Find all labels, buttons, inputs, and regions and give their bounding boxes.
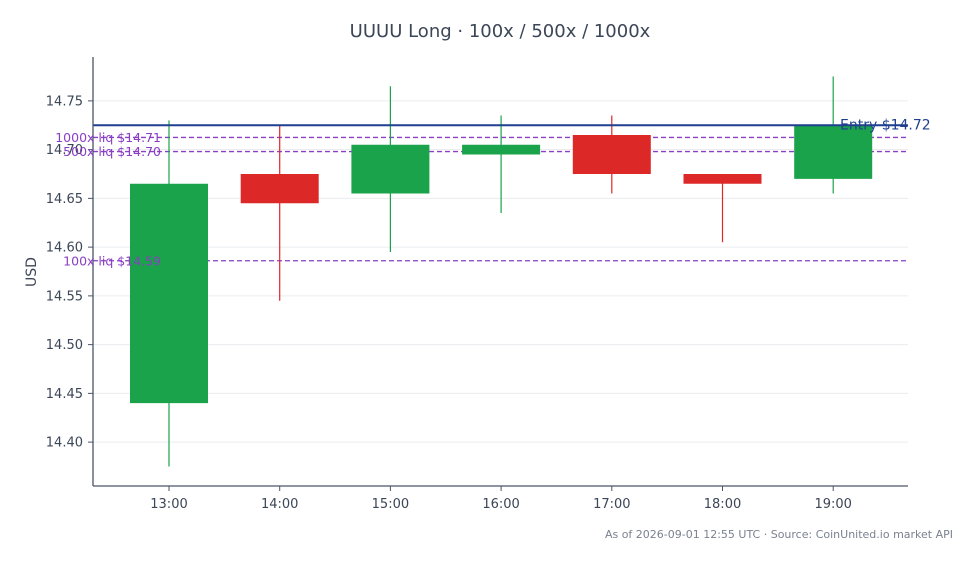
candle-body bbox=[794, 125, 873, 179]
liquidation-label: 100x liq $14.59 bbox=[63, 253, 161, 268]
candle-body bbox=[130, 183, 208, 404]
candle-body bbox=[683, 174, 762, 184]
liquidation-label: 500x liq $14.70 bbox=[63, 144, 161, 159]
x-tick-label: 14:00 bbox=[261, 497, 298, 512]
chart-title: UUUU Long · 100x / 500x / 1000x bbox=[350, 21, 651, 42]
candle-body bbox=[351, 144, 430, 194]
x-tick-label: 17:00 bbox=[593, 497, 630, 512]
tick-layer: 14.40 14.45 14.50 14.55 14.60 14.65 14.70 14.75… bbox=[46, 94, 852, 512]
x-tick-label: 13:00 bbox=[150, 497, 187, 512]
y-tick-label: 14.55 bbox=[46, 289, 83, 304]
y-tick-label: 14.40 bbox=[46, 436, 83, 451]
x-tick-label: 16:00 bbox=[482, 497, 519, 512]
candle-layer bbox=[130, 76, 873, 467]
y-tick-label: 14.70 bbox=[46, 143, 83, 158]
x-tick-label: 19:00 bbox=[814, 497, 851, 512]
y-tick-label: 14.75 bbox=[46, 94, 83, 109]
candle-body bbox=[572, 135, 651, 174]
footer-source: As of 2026-09-01 12:55 UTC · Source: Coi… bbox=[605, 528, 953, 541]
x-tick-label: 18:00 bbox=[704, 497, 741, 512]
candle-body bbox=[240, 174, 319, 204]
y-tick-label: 14.50 bbox=[46, 338, 83, 353]
y-tick-label: 14.60 bbox=[46, 241, 83, 256]
y-tick-label: 14.65 bbox=[46, 192, 83, 207]
x-tick-label: 15:00 bbox=[372, 497, 409, 512]
axis-layer bbox=[92, 57, 908, 487]
y-axis-label: USD bbox=[24, 257, 40, 287]
candle-body bbox=[462, 144, 541, 155]
entry-label: Entry $14.72 bbox=[840, 117, 931, 133]
y-tick-label: 14.45 bbox=[46, 387, 83, 402]
liquidation-label: 1000x liq $14.71 bbox=[55, 130, 161, 145]
